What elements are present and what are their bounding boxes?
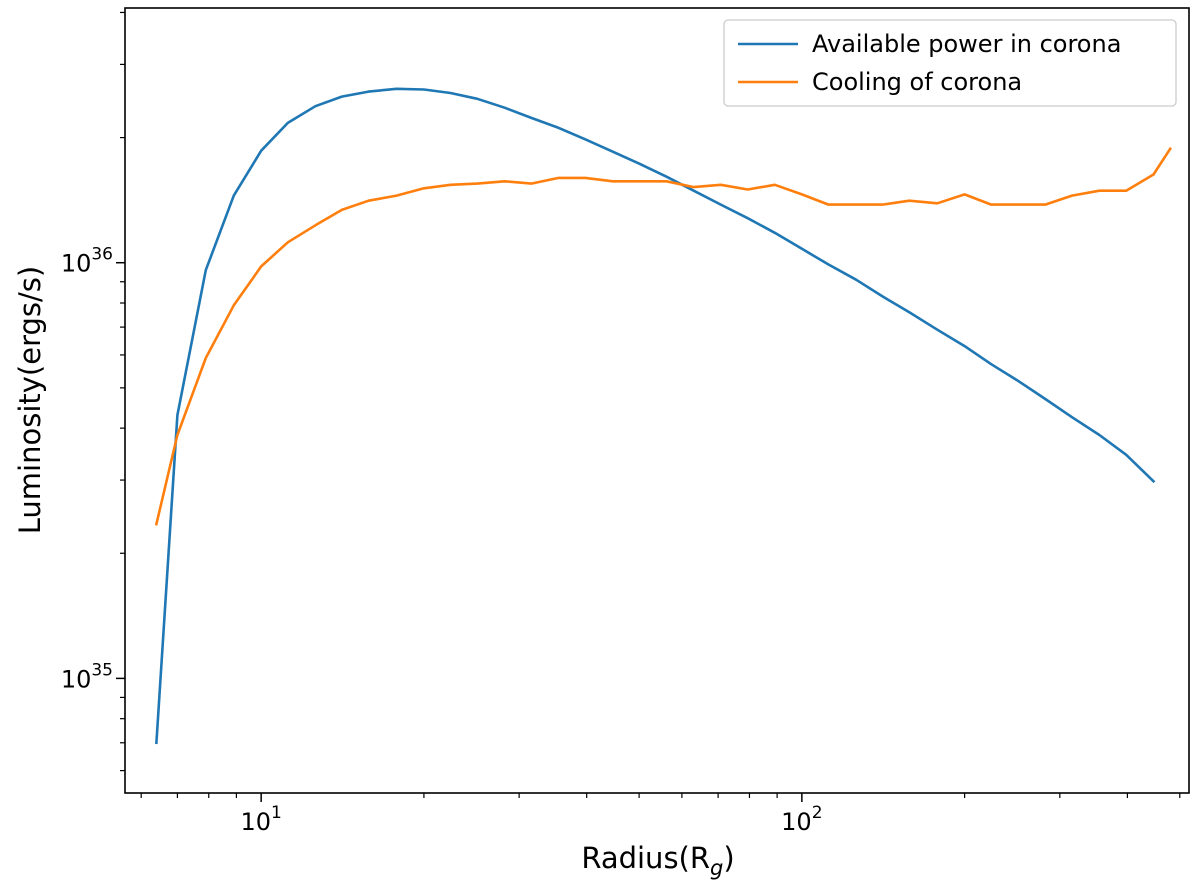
legend-label-available-power: Available power in corona [812,30,1121,58]
y-tick-label-exponent: 35 [91,660,113,680]
x-tick-label-exponent: 1 [271,803,282,823]
y-tick-label-exponent: 36 [91,245,113,265]
y-tick-label-base: 10 [61,250,92,278]
series-line-0 [155,87,1156,745]
x-axis-label: Radius(Rg) [581,841,734,880]
series-line-1 [154,147,1172,526]
legend: Available power in corona Cooling of cor… [723,19,1177,107]
legend-label-cooling: Cooling of corona [812,68,1022,96]
x-tick-label: 102 [781,803,822,836]
x-tick-label-base: 10 [240,808,271,836]
legend-box [723,19,1177,107]
x-tick-label-exponent: 2 [812,803,823,823]
y-tick-label-base: 10 [61,665,92,693]
y-tick-label: 1035 [61,660,113,693]
plot-frame [124,7,1190,794]
y-tick-label: 1036 [61,245,113,278]
y-axis-label: Luminosity(ergs/s) [13,266,47,534]
x-tick-label-base: 10 [781,808,812,836]
x-tick-label: 101 [240,803,281,836]
series-layer [154,87,1172,745]
